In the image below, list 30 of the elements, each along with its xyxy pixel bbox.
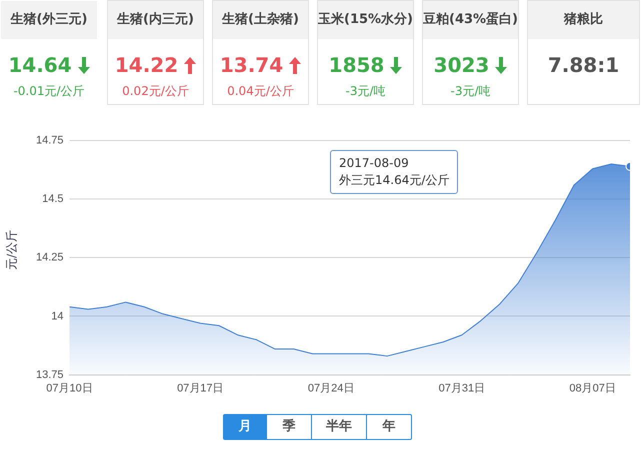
- text: -0.01元/公斤: [12, 83, 86, 100]
- x-tick-label: 07月17日: [177, 382, 224, 394]
- text: 0.02元/公斤: [121, 83, 190, 100]
- x-tick-label: 07月31日: [438, 382, 486, 394]
- x-tick-label: 08月07日: [569, 382, 616, 394]
- text: 3023: [434, 53, 490, 77]
- y-tick-label: 14.75: [36, 134, 64, 147]
- text: 生猪(内三元): [108, 1, 203, 39]
- y-axis-title: 元/公斤: [4, 230, 20, 270]
- text: 14.64: [8, 53, 72, 77]
- text: 1858: [328, 53, 384, 77]
- period-buttons: 月 季 半年 年: [223, 414, 412, 440]
- x-tick-label: 07月24日: [308, 382, 354, 394]
- text: 生猪(土杂猪): [213, 1, 308, 39]
- text: 豆粕(43%蛋白): [423, 1, 518, 39]
- text: -3元/吨: [344, 83, 386, 100]
- text: 13.74: [220, 53, 284, 77]
- x-tick-label: 07月10日: [46, 382, 93, 394]
- text: -3元/吨: [449, 83, 492, 100]
- text: 14.22: [114, 53, 178, 77]
- y-tick-label: 14.25: [36, 252, 64, 264]
- text: 猪粮比: [528, 1, 639, 39]
- annotation: 2017-08-09 外三元14.64元/公斤: [330, 150, 458, 194]
- text: 0.04元/公斤: [226, 83, 295, 100]
- y-tick-label: 13.75: [36, 368, 64, 381]
- text: 生猪(外三元): [1, 1, 97, 39]
- text: 7.88:1: [548, 53, 620, 77]
- y-tick-label: 14.5: [42, 193, 64, 206]
- y-tick-label: 14: [51, 310, 64, 322]
- text: 玉米(15%水分): [318, 1, 413, 39]
